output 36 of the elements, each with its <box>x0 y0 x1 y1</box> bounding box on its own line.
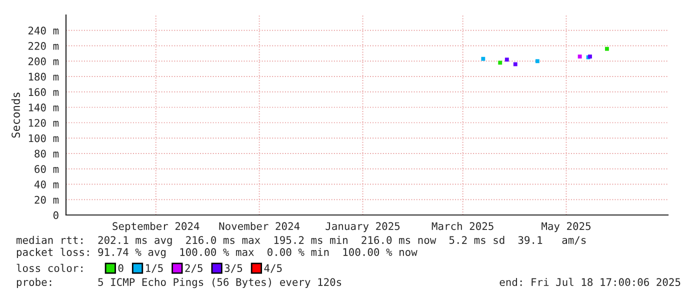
point <box>578 54 582 59</box>
x-tick-label: May 2025 <box>542 222 591 232</box>
legend-label: 1/5 <box>146 264 163 273</box>
y-tick-label: 80 m <box>34 150 59 158</box>
x-tick-label: March 2025 <box>432 222 494 230</box>
legend-label: 3/5 <box>224 264 242 273</box>
text: packet loss: 91.74 % avg 100.00 % max 0.00 % min 100.00 % now <box>16 248 418 258</box>
x-tick-label: January 2025 <box>326 222 400 232</box>
y-tick-label: 180 m <box>28 72 59 81</box>
y-tick-label: 220 m <box>28 42 59 50</box>
y-tick-label: 40 m <box>34 180 59 188</box>
y-tick-label: 200 m <box>28 57 59 66</box>
point <box>513 62 518 66</box>
point <box>481 56 486 61</box>
text: median rtt: 202.1 ms avg 216.0 ms max 195.2 ms min 216.0 ms now 5.2 ms sd 39.1 am/s <box>16 236 586 246</box>
y-tick-label: 0 <box>53 211 58 220</box>
text: probe: 5 ICMP Echo Pings (56 Bytes) every 120s <box>16 278 342 288</box>
text: end: Fri Jul 18 17:00:06 2025 <box>500 278 680 286</box>
y-tick-label: 20 m <box>34 196 59 204</box>
legend-label: 0 <box>118 264 124 272</box>
legend-title: loss color: <box>16 264 82 272</box>
point <box>535 59 540 64</box>
point <box>604 46 609 51</box>
y-tick-label: 100 m <box>28 134 59 142</box>
point <box>498 60 502 65</box>
legend-label: 2/5 <box>185 264 202 273</box>
y-tick-label: 120 m <box>28 118 59 127</box>
y-tick-label: 160 m <box>28 88 59 96</box>
point <box>504 58 509 62</box>
y-axis-title: Seconds <box>11 92 20 138</box>
x-tick-label: November 2024 <box>219 222 300 230</box>
y-tick-label: 60 m <box>34 165 59 173</box>
y-tick-label: 240 m <box>28 26 59 35</box>
legend-label: 4/5 <box>264 264 282 273</box>
y-tick-label: 140 m <box>28 104 59 112</box>
x-tick-label: September 2024 <box>112 222 200 232</box>
